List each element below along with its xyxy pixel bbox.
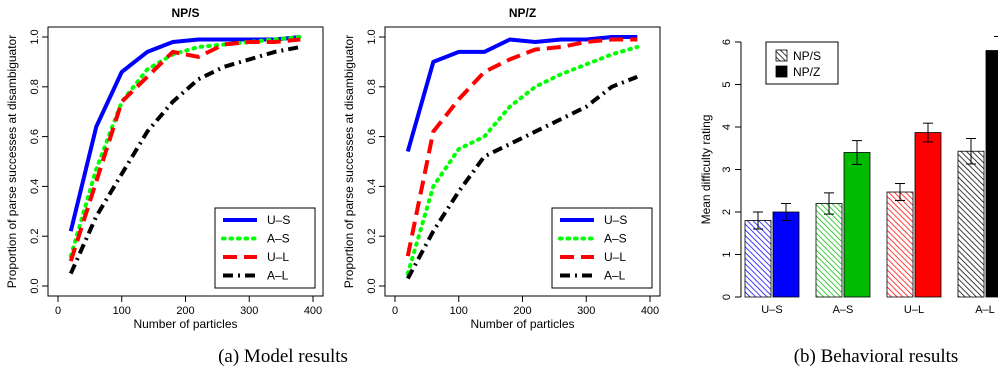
bar-np-z-a-l [985, 50, 998, 298]
y-tick-label: 0 [721, 294, 733, 300]
series-line-u-s [405, 35, 638, 153]
y-tick-label: 1.0 [366, 29, 378, 44]
y-tick-label: 4 [721, 124, 733, 130]
y-tick-label: 0.4 [29, 179, 41, 194]
bar-np-s-u-s [744, 220, 772, 298]
y-tick-label: 0.2 [366, 229, 378, 244]
chart-np-s: NP/S 0 100 200 300 400 Number of particles 0.0 0… [5, 6, 324, 331]
chart-np-z: NP/Z 0 100 200 300 400 Number of particles 0.0 0… [342, 6, 661, 331]
bar-np-z-u-l [914, 132, 942, 298]
x-axis-label: Number of particles [133, 317, 237, 331]
y-tick-label: 3 [721, 166, 733, 172]
series-line-u-l [405, 37, 638, 257]
x-tick-label: 0 [392, 305, 398, 317]
caption-model-results: (a) Model results [218, 346, 348, 367]
y-tick-label: 0.0 [29, 278, 41, 293]
x-category-label-u-l: U–L [904, 304, 924, 316]
x-category-label-a-l: A–L [975, 304, 995, 316]
y-tick-label: 0.0 [366, 278, 378, 293]
caption-behavioral-results: (b) Behavioral results [794, 346, 959, 367]
chart-behavioral: 0 1 2 3 4 5 6 Mean difficulty rating U–S A–S U–L A–… [699, 35, 998, 316]
x-tick-label: 100 [450, 305, 468, 317]
y-tick-label: 0.4 [366, 179, 378, 194]
y-tick-label: 0.8 [29, 79, 41, 94]
x-tick-label: 200 [513, 305, 531, 317]
series-line-a-l [406, 74, 639, 280]
y-tick-label: 0.8 [366, 79, 378, 94]
chart-title: NP/S [171, 6, 199, 20]
legend-label-a-l: A–L [604, 269, 626, 283]
x-category-label-a-s: A–S [833, 304, 854, 316]
legend-swatch-np-s [775, 49, 788, 62]
legend-swatch-np-z [775, 65, 788, 78]
y-tick-label: 6 [721, 39, 733, 45]
bar-np-s-a-l [957, 150, 985, 298]
legend: U–S A–S U–L A–L [551, 207, 653, 289]
series-line-a-s [405, 45, 640, 276]
x-tick-label: 400 [304, 305, 322, 317]
chart-title: NP/Z [509, 6, 536, 20]
x-tick-label: 400 [641, 305, 659, 317]
x-tick-label: 300 [240, 305, 258, 317]
y-tick-label: 0.6 [366, 129, 378, 144]
x-tick-label: 300 [577, 305, 595, 317]
y-tick-label: 1 [721, 251, 733, 257]
y-tick-label: 0.6 [29, 129, 41, 144]
legend-label-np-z: NP/Z [793, 65, 820, 79]
legend-label-a-s: A–S [267, 232, 290, 246]
legend: U–S A–S U–L A–L [214, 207, 316, 289]
y-tick-label: 2 [721, 209, 733, 215]
legend-label-u-s: U–S [604, 213, 627, 227]
bar-np-s-u-l [886, 191, 914, 298]
x-tick-label: 200 [176, 305, 194, 317]
y-axis-label: Proportion of parse successes at disambi… [5, 35, 19, 288]
series-line-u-s [68, 35, 301, 232]
legend-label-a-l: A–L [267, 269, 289, 283]
bar-np-z-u-s [772, 211, 800, 298]
x-axis-label: Number of particles [470, 317, 574, 331]
legend: NP/S NP/Z [765, 41, 839, 85]
y-tick-label: 5 [721, 81, 733, 87]
y-tick-label: 1.0 [29, 29, 41, 44]
y-axis-label: Mean difficulty rating [699, 115, 713, 225]
legend-label-np-s: NP/S [793, 49, 821, 63]
x-category-label-u-s: U–S [761, 304, 782, 316]
legend-label-u-l: U–L [267, 250, 289, 264]
y-axis-label: Proportion of parse successes at disambi… [342, 35, 356, 288]
legend-label-u-l: U–L [604, 250, 626, 264]
bar-np-z-a-s [843, 152, 871, 298]
legend-label-a-s: A–S [604, 232, 627, 246]
bar-np-s-a-s [815, 203, 843, 298]
x-tick-label: 0 [55, 305, 61, 317]
legend-label-u-s: U–S [267, 213, 290, 227]
x-tick-label: 100 [113, 305, 131, 317]
y-tick-label: 0.2 [29, 229, 41, 244]
